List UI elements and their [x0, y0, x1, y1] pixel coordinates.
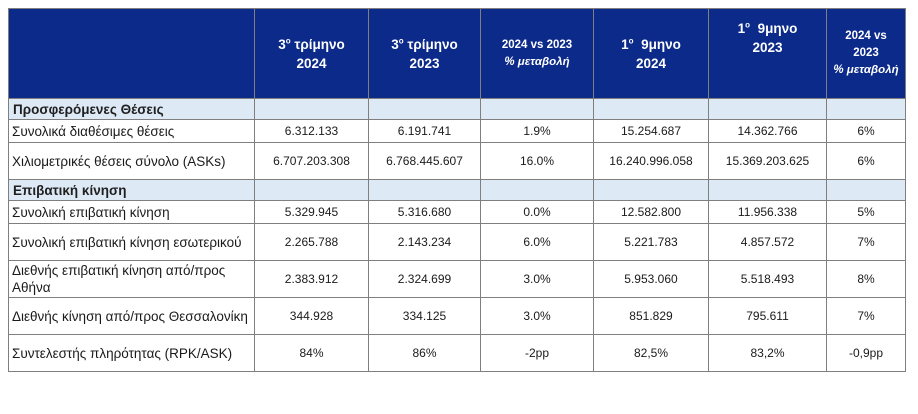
table-row: Διεθνής κίνηση από/προς Θεσσαλονίκη 344.…	[8, 297, 906, 335]
cell-value: 14.362.766	[708, 119, 827, 143]
table-row: Συντελεστής πληρότητας (RPK/ASK) 84% 86%…	[8, 334, 906, 372]
cell-value: 3.0%	[480, 260, 594, 298]
cell-value: 5.518.493	[708, 260, 827, 298]
row-label: Συνολική επιβατική κίνηση εσωτερικού	[8, 223, 255, 261]
cell-value: 344.928	[254, 297, 369, 335]
row-label: Διεθνής επιβατική κίνηση από/προς Αθήνα	[8, 260, 255, 298]
cell-value: 16.240.996.058	[593, 142, 709, 180]
header-quarter-change: 2024 vs 2023 % μεταβολή	[480, 8, 594, 99]
cell-value: 6.0%	[480, 223, 594, 261]
cell-value: 1.9%	[480, 119, 594, 143]
cell-value: 5.221.783	[593, 223, 709, 261]
header-9m-change: 2024 vs 2023 % μεταβολή	[826, 8, 906, 99]
cell-value: 82,5%	[593, 334, 709, 372]
cell-value: 5.316.680	[368, 200, 481, 224]
cell-value: 795.611	[708, 297, 827, 335]
cell-value: 5.953.060	[593, 260, 709, 298]
cell-value: -0,9pp	[826, 334, 906, 372]
header-q3-2023: 3ο τρίμηνο 2023	[368, 8, 481, 99]
cell-value: 3.0%	[480, 297, 594, 335]
row-label: Συνολικά διαθέσιμες θέσεις	[8, 119, 255, 143]
cell-value: 15.254.687	[593, 119, 709, 143]
cell-value: 5.329.945	[254, 200, 369, 224]
cell-value: 6%	[826, 119, 906, 143]
table-row: Συνολικά διαθέσιμες θέσεις 6.312.133 6.1…	[8, 119, 906, 143]
cell-value: 6%	[826, 142, 906, 180]
cell-value: 11.956.338	[708, 200, 827, 224]
cell-value: 8%	[826, 260, 906, 298]
cell-value: 851.829	[593, 297, 709, 335]
cell-value: 84%	[254, 334, 369, 372]
cell-value: 5%	[826, 200, 906, 224]
header-9m-2023: 1ο 9μηνο 2023	[708, 8, 827, 99]
header-9m-2024: 1ο 9μηνο 2024	[593, 8, 709, 99]
row-label: Διεθνής κίνηση από/προς Θεσσαλονίκη	[8, 297, 255, 335]
section-row-offered-seats: Προσφερόμενες Θέσεις	[8, 98, 906, 120]
cell-value: 2.383.912	[254, 260, 369, 298]
cell-value: 86%	[368, 334, 481, 372]
table-row: Διεθνής επιβατική κίνηση από/προς Αθήνα …	[8, 260, 906, 298]
row-label: Χιλιομετρικές θέσεις σύνολο (ASKs)	[8, 142, 255, 180]
header-blank-cell	[8, 8, 255, 99]
cell-value: -2pp	[480, 334, 594, 372]
row-label: Συνολική επιβατική κίνηση	[8, 200, 255, 224]
cell-value: 0.0%	[480, 200, 594, 224]
cell-value: 6.312.133	[254, 119, 369, 143]
header-q3-2024: 3ο τρίμηνο 2024	[254, 8, 369, 99]
cell-value: 4.857.572	[708, 223, 827, 261]
table-row: Χιλιομετρικές θέσεις σύνολο (ASKs) 6.707…	[8, 142, 906, 180]
table-row: Συνολική επιβατική κίνηση εσωτερικού 2.2…	[8, 223, 906, 261]
section-title: Επιβατική κίνηση	[8, 179, 255, 201]
traffic-statistics-table: 3ο τρίμηνο 2024 3ο τρίμηνο 2023 2024 vs …	[8, 8, 906, 372]
cell-value: 7%	[826, 297, 906, 335]
cell-value: 2.324.699	[368, 260, 481, 298]
section-row-passenger-traffic: Επιβατική κίνηση	[8, 179, 906, 201]
row-label: Συντελεστής πληρότητας (RPK/ASK)	[8, 334, 255, 372]
cell-value: 6.768.445.607	[368, 142, 481, 180]
section-title: Προσφερόμενες Θέσεις	[8, 98, 255, 120]
cell-value: 83,2%	[708, 334, 827, 372]
cell-value: 334.125	[368, 297, 481, 335]
table-row: Συνολική επιβατική κίνηση 5.329.945 5.31…	[8, 200, 906, 224]
cell-value: 16.0%	[480, 142, 594, 180]
cell-value: 12.582.800	[593, 200, 709, 224]
cell-value: 15.369.203.625	[708, 142, 827, 180]
cell-value: 7%	[826, 223, 906, 261]
cell-value: 6.191.741	[368, 119, 481, 143]
cell-value: 2.265.788	[254, 223, 369, 261]
statistics-table-container: 3ο τρίμηνο 2024 3ο τρίμηνο 2023 2024 vs …	[8, 8, 906, 372]
table-header-row: 3ο τρίμηνο 2024 3ο τρίμηνο 2023 2024 vs …	[8, 8, 906, 99]
cell-value: 2.143.234	[368, 223, 481, 261]
cell-value: 6.707.203.308	[254, 142, 369, 180]
